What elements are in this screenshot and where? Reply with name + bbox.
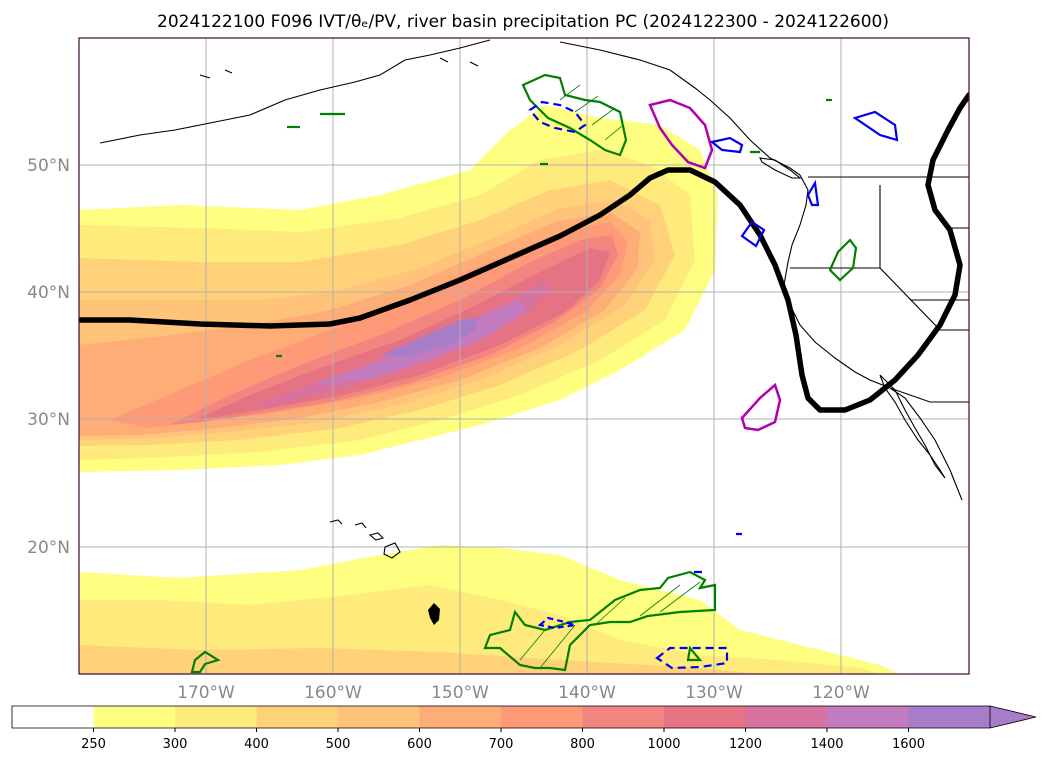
- colorbar-tick-label: 250: [81, 737, 106, 752]
- colorbar-extend-arrow: [989, 705, 1037, 729]
- colorbar: 250 300 400 500 600 700 800 1000 1200 1400 1600: [11, 705, 1037, 752]
- colorbar-segment: [175, 706, 257, 728]
- map-frame: [78, 37, 970, 675]
- theta-e-contour: [79, 92, 969, 413]
- lon-tick-170w: 170°W: [177, 683, 235, 703]
- ivt-800-band: [170, 235, 618, 425]
- lat-tick-40n: 40°N: [27, 283, 70, 303]
- colorbar-segment: [582, 706, 665, 728]
- aleutian-islands: [199, 57, 479, 79]
- lat-tick-labels: 50°N 40°N 30°N 20°N: [27, 156, 70, 558]
- baja-california: [879, 374, 946, 479]
- pc-pos-south-main: [483, 570, 717, 672]
- colorbar-tick-label: 600: [407, 737, 432, 752]
- lon-tick-130w: 130°W: [685, 683, 743, 703]
- colorbar-segment: [419, 706, 502, 728]
- graticule: [79, 38, 969, 674]
- map-panel: [78, 37, 970, 675]
- pv-contours: [648, 98, 782, 432]
- colorbar-segment: [908, 706, 991, 728]
- coastlines: [99, 39, 969, 559]
- pv-contour-alaska: [648, 98, 714, 170]
- ivt-south-400-band: [79, 645, 760, 674]
- pc-pos-gulf: [521, 73, 628, 157]
- pc-pos-gulf-hatch: [559, 84, 623, 141]
- colorbar-segment: [338, 706, 420, 728]
- pc-pos-tiny-3: [276, 98, 832, 358]
- ivt-1000-band: [195, 248, 610, 420]
- lon-tick-140w: 140°W: [558, 683, 616, 703]
- pc-neg-gulf-dashed: [528, 100, 587, 134]
- precip-pc-negative: [528, 100, 899, 670]
- ivt-1400-band: [310, 300, 525, 385]
- lon-tick-120w: 120°W: [812, 683, 870, 703]
- state-borders: [790, 185, 969, 331]
- pc-neg-south-dashed: [655, 646, 729, 670]
- colorbar-tick-label: 400: [244, 737, 269, 752]
- colorbar-tick-label: 500: [326, 737, 351, 752]
- pc-pos-oregon: [828, 238, 858, 282]
- pc-neg-washington: [806, 179, 820, 207]
- colorbar-segment: [501, 706, 583, 728]
- pc-pos-south-small: [190, 650, 221, 674]
- colorbar-tick-label: 1600: [892, 737, 925, 752]
- lon-tick-150w: 150°W: [431, 683, 489, 703]
- lon-tick-labels: 170°W 160°W 150°W 140°W 130°W 120°W: [177, 683, 870, 703]
- precip-pc-positive: [190, 73, 858, 674]
- pv-contour-offshore: [740, 382, 782, 432]
- lon-tick-160w: 160°W: [304, 683, 362, 703]
- pacific-northwest-coast: [783, 174, 963, 501]
- ivt-700-band: [110, 222, 628, 428]
- pc-neg-oregon-offshore: [740, 220, 766, 248]
- pc-neg-bc: [709, 136, 744, 154]
- colorbar-segment: [745, 706, 828, 728]
- pc-pos-south-hatch: [519, 581, 701, 669]
- colorbar-tick-label: 300: [163, 737, 188, 752]
- colorbar-segment: [664, 706, 746, 728]
- pc-neg-bc-east: [852, 110, 899, 142]
- vancouver-island: [759, 157, 802, 179]
- colorbar-tick-label: 800: [570, 737, 595, 752]
- small-island-black: [428, 603, 440, 625]
- colorbar-tick-label: 1200: [729, 737, 762, 752]
- lat-tick-30n: 30°N: [27, 410, 70, 430]
- pc-pos-south-east: [686, 645, 703, 662]
- alaska-coast: [99, 39, 491, 144]
- us-mexico-border: [889, 387, 969, 403]
- lat-tick-50n: 50°N: [27, 156, 70, 176]
- pc-neg-south-small: [537, 616, 576, 630]
- colorbar-segment: [827, 706, 909, 728]
- ivt-fill-layer: [79, 105, 900, 674]
- hawaii-islands: [329, 519, 401, 559]
- colorbar-tick-label: 700: [489, 737, 514, 752]
- colorbar-segment: [93, 706, 176, 728]
- pc-neg-tiny: [694, 532, 742, 574]
- colorbar-tick-label: 1400: [810, 737, 843, 752]
- colorbar-segment: [12, 706, 94, 728]
- colorbar-segment: [256, 706, 339, 728]
- lat-tick-20n: 20°N: [27, 538, 70, 558]
- colorbar-tick-label: 1000: [647, 737, 680, 752]
- figure-title: 2024122100 F096 IVT/θₑ/PV, river basin p…: [157, 12, 889, 32]
- ivt-1600-band: [380, 318, 477, 356]
